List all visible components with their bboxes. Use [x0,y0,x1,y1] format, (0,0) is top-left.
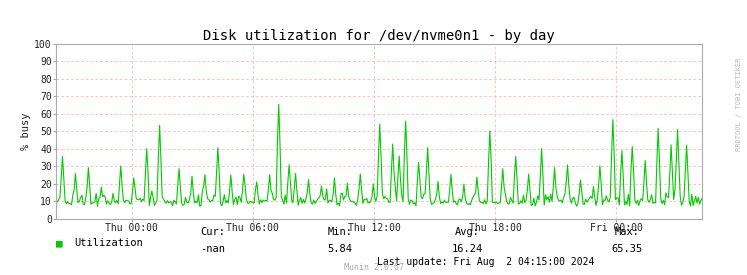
Text: Avg:: Avg: [454,227,480,237]
Text: Cur:: Cur: [200,227,226,237]
Text: -nan: -nan [200,244,226,254]
Text: Munin 2.0.67: Munin 2.0.67 [344,263,403,272]
Y-axis label: % busy: % busy [22,112,31,150]
Text: 5.84: 5.84 [327,244,353,254]
Text: 65.35: 65.35 [612,244,643,254]
Text: Utilization: Utilization [75,238,143,248]
Text: 16.24: 16.24 [451,244,483,254]
Text: RRDTOOL / TOBI OETIKER: RRDTOOL / TOBI OETIKER [736,58,742,151]
Text: Last update: Fri Aug  2 04:15:00 2024: Last update: Fri Aug 2 04:15:00 2024 [377,257,594,267]
Text: Max:: Max: [615,227,640,237]
Text: ■: ■ [56,238,63,248]
Text: Min:: Min: [327,227,353,237]
Title: Disk utilization for /dev/nvme0n1 - by day: Disk utilization for /dev/nvme0n1 - by d… [203,29,555,43]
